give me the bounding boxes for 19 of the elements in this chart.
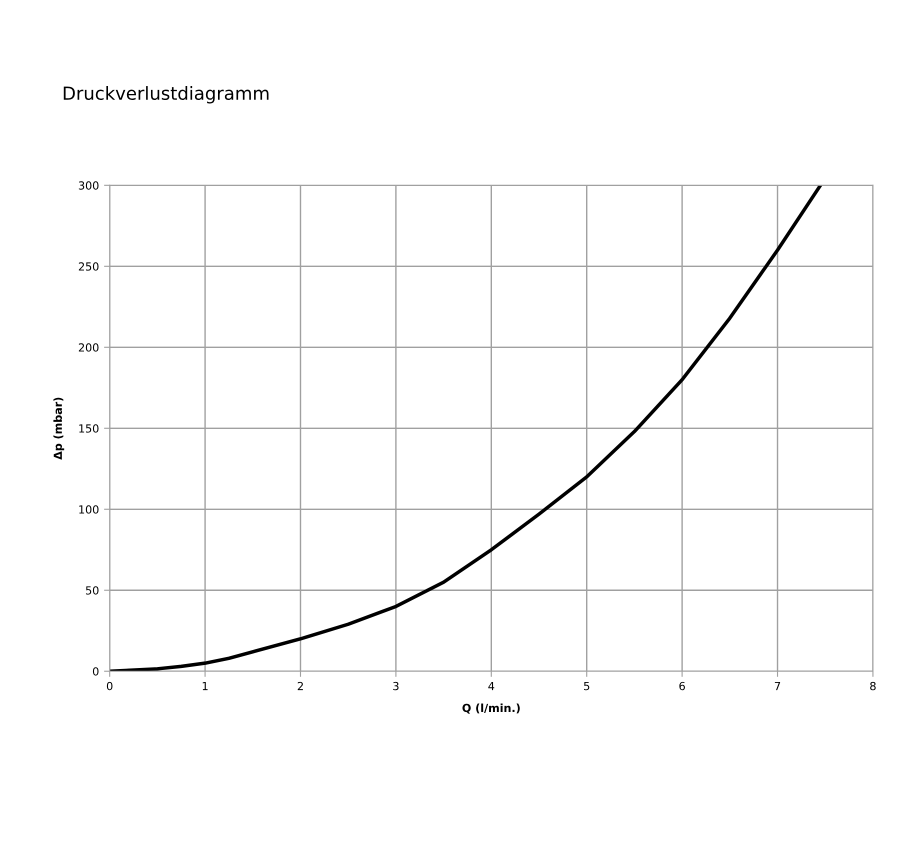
x-tick-label: 0: [106, 682, 112, 690]
x-tick-label: 5: [584, 682, 590, 690]
x-tick-label: 1: [202, 682, 208, 690]
x-tick-label: 2: [298, 682, 303, 690]
y-tick-label: 150: [79, 424, 99, 433]
y-tick-label: 200: [78, 343, 99, 352]
y-tick-label: 50: [86, 586, 99, 595]
x-tick-label: 6: [679, 682, 685, 690]
y-axis-title: Δp (mbar): [53, 398, 64, 460]
x-tick-label: 3: [393, 682, 399, 690]
x-tick-label: 7: [774, 682, 780, 690]
y-tick-label: 0: [92, 667, 99, 676]
x-axis-title: Q (l/min.): [462, 704, 520, 714]
x-tick-label: 8: [870, 682, 876, 690]
y-tick-label: 250: [78, 262, 99, 271]
y-tick-label: 300: [78, 181, 99, 190]
chart-title: Druckverlustdiagramm: [64, 86, 268, 104]
x-tick-label: 4: [488, 682, 494, 690]
y-tick-label: 100: [79, 505, 99, 514]
